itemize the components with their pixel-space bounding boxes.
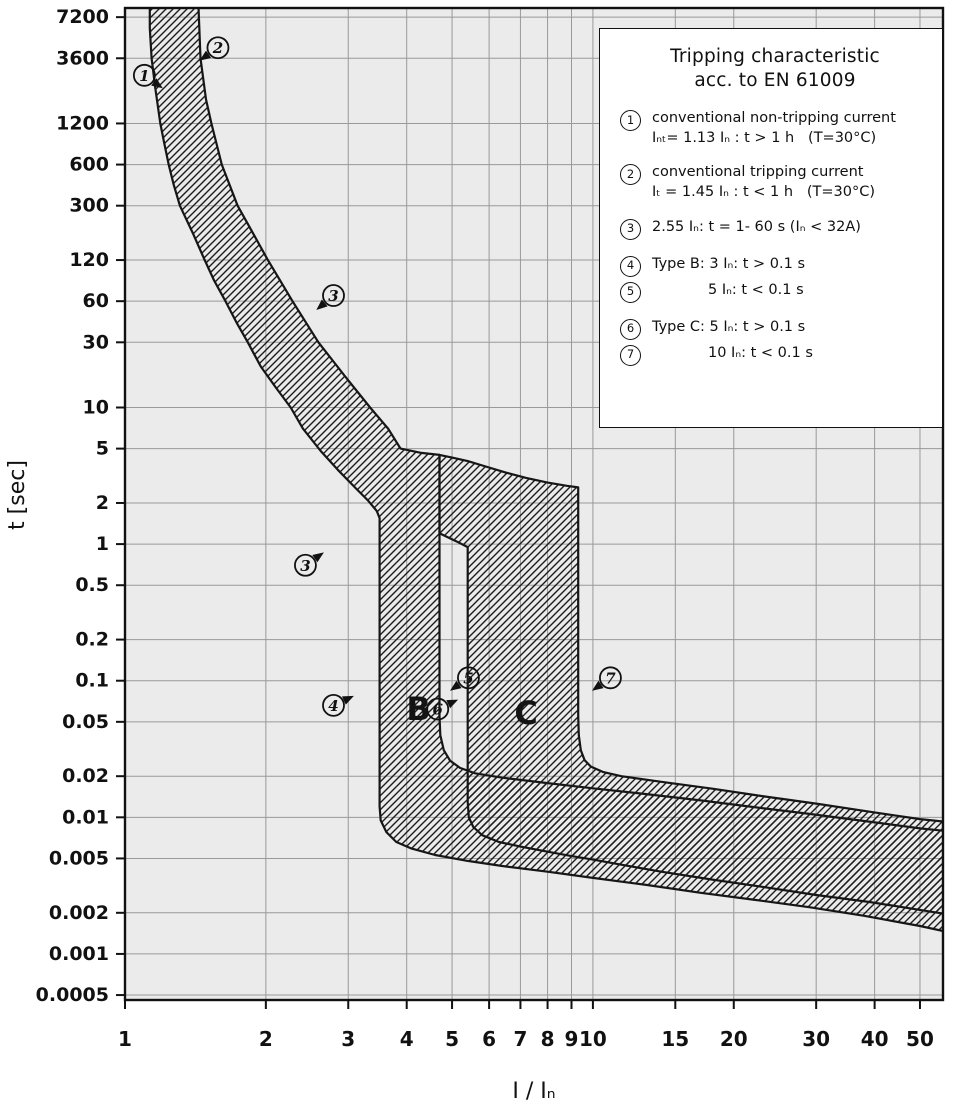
legend-title-line2: acc. to EN 61009 [694, 69, 856, 91]
y-tick-label: 0.05 [62, 711, 109, 733]
legend-item-text: conventional non-tripping current Iₙₜ= 1.… [652, 110, 896, 146]
svg-text:5: 5 [463, 669, 473, 687]
y-tick-label: 0.002 [49, 902, 109, 924]
marker-arrow-icon [592, 680, 604, 691]
legend-item-text: Type C: 5 Iₙ: t > 0.1 s [652, 318, 806, 335]
x-tick-label: 3 [341, 1027, 355, 1051]
x-tick-label: 10 [579, 1027, 607, 1051]
svg-text:2: 2 [212, 39, 223, 57]
legend-item-2: 2 conventional tripping current Iₜ = 1.45 … [620, 163, 930, 202]
svg-text:4: 4 [328, 697, 338, 715]
marker-arrow-icon [312, 552, 324, 563]
band-letter-B: B [406, 690, 430, 728]
legend-item-4: 4 Type B: 3 Iₙ: t > 0.1 s [620, 255, 930, 277]
legend-item-5: 5 5 Iₙ: t < 0.1 s [620, 281, 930, 303]
y-tick-label: 60 [83, 290, 109, 312]
svg-text:7: 7 [605, 669, 616, 687]
legend-title: Tripping characteristic acc. to EN 61009 [620, 45, 930, 92]
x-tick-label: 8 [541, 1027, 555, 1051]
legend-item-text: 2.55 Iₙ: t = 1- 60 s (Iₙ < 32A) [652, 218, 861, 235]
legend-item-number-icon: 5 [620, 281, 641, 303]
x-tick-label: 15 [661, 1027, 689, 1051]
legend-item-number-icon: 6 [620, 318, 641, 340]
curve-marker-3: 3 [294, 552, 324, 577]
x-tick-labels: 1 2 3 4 5 6 7 8 9 10 15 20 30 40 50 [118, 1027, 934, 1051]
marker-arrow-icon [151, 78, 163, 89]
svg-text:1: 1 [139, 67, 149, 85]
y-tick-label: 0.001 [49, 943, 109, 965]
legend-item-number-icon: 1 [620, 110, 641, 132]
tick-marks [116, 16, 921, 1009]
curve-marker-6: 6 [426, 697, 459, 721]
legend-item-text: 10 Iₙ: t < 0.1 s [708, 344, 813, 361]
y-tick-label: 7200 [56, 6, 109, 28]
legend-item-text: Type B: 3 Iₙ: t > 0.1 s [652, 255, 806, 272]
marker-arrow-icon [450, 680, 462, 691]
y-tick-label: 300 [69, 195, 109, 217]
x-tick-label: 1 [118, 1027, 132, 1051]
y-tick-label: 0.02 [62, 765, 109, 787]
marker-arrow-icon [199, 50, 212, 61]
marker-arrow-icon [316, 299, 328, 310]
x-tick-label: 50 [906, 1027, 934, 1051]
band-letter-C: C [514, 694, 537, 732]
svg-text:6: 6 [433, 701, 444, 719]
y-tick-label: 2 [96, 492, 109, 514]
curve-marker-5: 5 [450, 666, 480, 691]
legend-item-number-icon: 4 [620, 255, 641, 277]
svg-text:3: 3 [328, 287, 338, 305]
tripping-bands [148, 8, 943, 933]
y-tick-label: 0.2 [75, 629, 109, 651]
y-tick-label: 600 [69, 154, 109, 176]
y-tick-labels: 7200 3600 1200 600 300 120 60 30 10 5 2 1 0.5 0.2 0.1 0… [36, 6, 109, 1006]
x-tick-label: 5 [445, 1027, 459, 1051]
plot-frame [123, 6, 945, 1002]
marker-arrow-icon [446, 699, 459, 709]
legend-box: Tripping characteristic acc. to EN 61009… [599, 28, 943, 428]
legend-item-number-icon: 2 [620, 164, 641, 186]
curve-marker-1: 1 [132, 63, 163, 89]
y-tick-label: 30 [83, 331, 109, 353]
x-tick-label: 6 [482, 1027, 496, 1051]
curve-marker-7: 7 [592, 666, 622, 691]
y-tick-label: 1 [96, 533, 109, 555]
y-tick-label: 0.005 [49, 847, 109, 869]
y-tick-label: 10 [83, 396, 109, 418]
x-tick-label: 9 [565, 1027, 579, 1051]
x-tick-label: 7 [513, 1027, 527, 1051]
y-tick-label: 1200 [56, 112, 109, 134]
marker-arrow-icon [342, 695, 354, 705]
y-tick-label: 3600 [56, 47, 109, 69]
curve-marker-4: 4 [322, 693, 354, 717]
y-tick-label: 0.0005 [36, 984, 109, 1006]
y-axis-title: t [sec] [5, 460, 30, 530]
x-tick-label: 2 [259, 1027, 273, 1051]
legend-item-number-icon: 7 [620, 344, 641, 366]
x-tick-label: 30 [802, 1027, 830, 1051]
y-tick-label: 0.1 [75, 670, 109, 692]
legend-items: 1 conventional non-tripping current Iₙₜ= 1… [620, 109, 930, 366]
y-tick-label: 120 [69, 249, 109, 271]
y-tick-label: 0.01 [62, 806, 109, 828]
band-type-C-characteristic [438, 453, 943, 915]
curve-marker-2: 2 [199, 36, 230, 61]
legend-item-text: 5 Iₙ: t < 0.1 s [708, 281, 804, 298]
legend-item-7: 7 10 Iₙ: t < 0.1 s [620, 344, 930, 366]
x-axis-title: I / Iₙ [512, 1079, 555, 1104]
y-tick-label: 5 [96, 438, 109, 460]
legend-item-6: 6 Type C: 5 Iₙ: t > 0.1 s [620, 318, 930, 340]
x-tick-label: 40 [861, 1027, 889, 1051]
legend-title-line1: Tripping characteristic [670, 46, 880, 67]
legend-item-3: 3 2.55 Iₙ: t = 1- 60 s (Iₙ < 32A) [620, 218, 930, 240]
x-tick-label: 4 [400, 1027, 414, 1051]
y-tick-label: 0.5 [75, 574, 109, 596]
legend-item-1: 1 conventional non-tripping current Iₙₜ= 1… [620, 109, 930, 148]
curve-marker-3: 3 [316, 284, 345, 310]
legend-item-number-icon: 3 [620, 218, 641, 240]
x-tick-label: 20 [720, 1027, 748, 1051]
legend-item-text: conventional tripping current Iₜ = 1.45 I… [652, 164, 876, 201]
svg-text:3: 3 [300, 557, 310, 575]
